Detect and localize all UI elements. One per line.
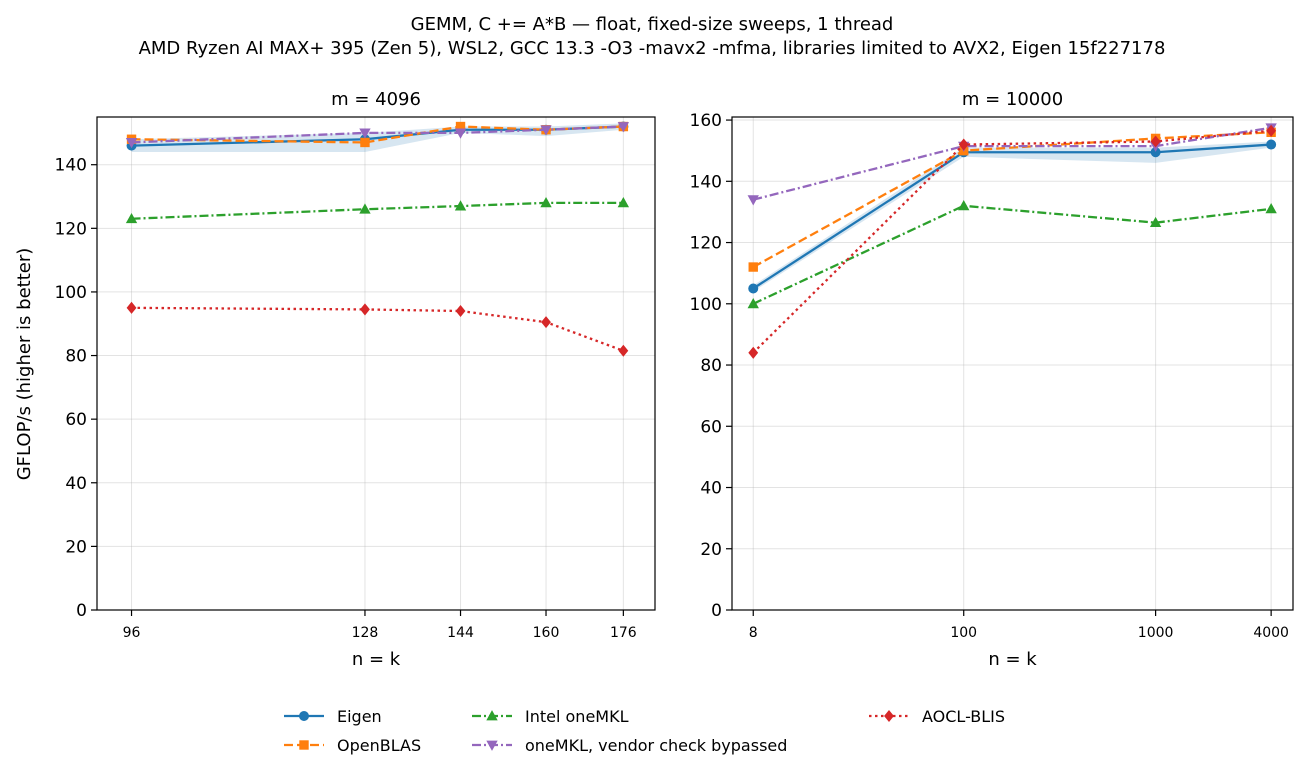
y-tick-label: 60 [700,417,722,437]
y-tick-label: 120 [690,234,722,254]
series-line [131,306,624,352]
legend-item-openblas: OpenBLAS [284,736,421,755]
legend-item-eigen: Eigen [284,707,382,726]
y-axis-label: GFLOP/s (higher is better) [14,248,35,481]
legend-item-onemkl-vendor-check-bypassed: oneMKL, vendor check bypassed [472,736,787,755]
data-point [540,197,552,208]
y-tick-label: 0 [76,601,87,621]
legend-label: AOCL-BLIS [922,707,1005,726]
data-point [126,301,137,314]
legend-label: oneMKL, vendor check bypassed [525,736,787,755]
y-tick-label: 40 [65,474,87,494]
y-tick-label: 160 [690,111,722,131]
series-aocl-blis [126,301,629,357]
legend-item-intel-onemkl: Intel oneMKL [472,707,629,726]
panel-title: m = 4096 [331,89,421,110]
data-point [359,203,371,214]
series-line [752,129,1272,354]
y-tick-label: 100 [55,283,87,303]
data-point [617,197,630,208]
data-point [958,199,970,211]
series-onemkl-vendor-check-bypassed [125,122,630,149]
data-point [618,344,629,357]
x-tick-label: 4000 [1253,625,1289,641]
data-point [748,262,758,272]
legend-label: Intel oneMKL [525,707,629,726]
data-point [748,346,759,359]
y-tick-label: 0 [711,601,722,621]
data-point [360,303,370,316]
x-tick-label: 100 [950,625,977,641]
y-tick-label: 40 [700,479,722,499]
data-point [1149,216,1162,228]
data-point [958,138,969,151]
series-intel-onemkl [125,197,630,224]
x-tick-label: 176 [610,625,637,641]
series-line [752,143,1272,290]
data-point [747,195,759,206]
x-axis-label: n = k [352,649,401,670]
legend-marker [884,709,894,723]
data-point [541,316,551,329]
series-intel-onemkl [747,199,1277,309]
y-tick-label: 60 [65,410,87,430]
y-tick-label: 80 [65,347,87,367]
data-point [1266,124,1277,137]
y-tick-label: 140 [55,156,87,176]
data-point [359,128,371,139]
chart-subtitle: AMD Ryzen AI MAX+ 395 (Zen 5), WSL2, GCC… [139,38,1166,59]
data-point [540,125,552,136]
series-line [752,126,1272,201]
data-point [748,283,759,294]
x-tick-label: 96 [123,625,141,641]
panel-2: 0 20 40 60 80 100 120 140 160 8 100 1000 4000 m = 100… [690,89,1294,670]
data-point [125,212,138,224]
series-line [752,204,1272,305]
series-aocl-blis [748,124,1277,359]
y-tick-label: 120 [55,219,87,239]
x-axis-label: n = k [988,649,1037,670]
plot-frame [731,116,1294,611]
legend-marker [486,740,498,751]
x-tick-label: 144 [447,625,474,641]
data-point [125,138,138,149]
x-tick-label: 128 [352,625,379,641]
data-point [1266,139,1277,150]
y-tick-label: 20 [65,537,87,557]
legend: Eigen OpenBLAS Intel oneMKL oneMKL, vendor … [284,707,1005,755]
data-point [455,304,466,318]
legend-marker [299,740,309,750]
data-point [1150,135,1161,148]
data-point [454,200,467,211]
panel-title: m = 10000 [962,89,1063,110]
legend-marker [486,710,498,721]
legend-marker [298,711,309,722]
legend-label: OpenBLAS [337,736,421,755]
x-tick-label: 1000 [1138,625,1174,641]
x-tick-label: 160 [533,625,560,641]
data-point [360,137,370,148]
data-point [747,297,759,309]
y-tick-label: 140 [690,172,722,192]
y-tick-label: 100 [690,295,722,315]
legend-label: Eigen [337,707,382,726]
x-tick-label: 8 [749,625,758,641]
data-point [617,122,630,133]
chart-title: GEMM, C += A*B — float, fixed-size sweep… [411,14,894,35]
band-eigen [753,141,1272,292]
panel-1: 0 20 40 60 80 100 120 140 96 128 144 160 176 m = 4096… [55,89,656,670]
data-point [1265,203,1277,214]
data-point [454,128,467,139]
plot-frame [96,116,656,611]
y-tick-label: 20 [700,540,722,560]
legend-item-aocl-blis: AOCL-BLIS [869,707,1005,726]
series-line [752,131,1272,269]
y-tick-label: 80 [700,356,722,376]
